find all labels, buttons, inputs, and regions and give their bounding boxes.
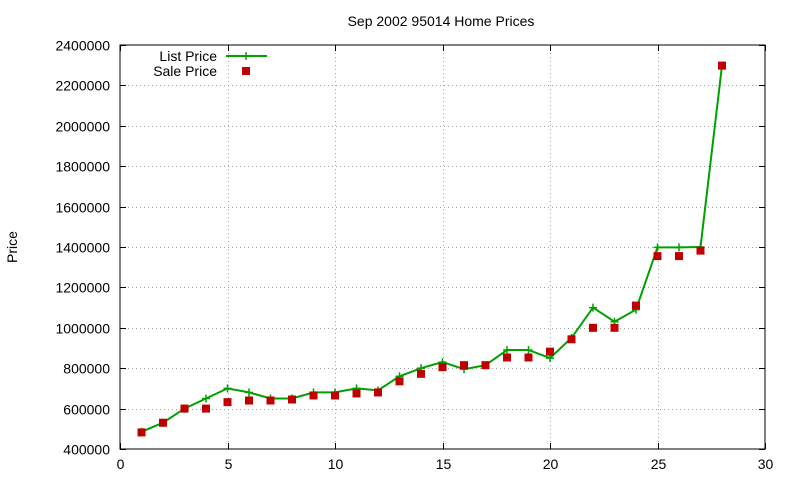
y-tick-label: 2400000 xyxy=(55,38,110,54)
sale-price-point xyxy=(653,252,662,261)
list-price-point xyxy=(223,384,232,393)
sale-price-point xyxy=(460,361,468,370)
sale-price-point xyxy=(352,389,361,398)
x-tick-label: 10 xyxy=(328,456,344,472)
x-tick-label: 15 xyxy=(436,456,452,472)
list-price-line xyxy=(141,65,723,433)
sale-price-point xyxy=(417,369,425,378)
sale-price-point xyxy=(288,395,296,404)
sale-price-point xyxy=(438,363,447,372)
sale-price-point xyxy=(589,323,597,332)
chart-title: Sep 2002 95014 Home Prices xyxy=(348,13,535,29)
sale-price-point xyxy=(610,323,619,332)
sale-price-point xyxy=(395,377,404,386)
y-tick-label: 1600000 xyxy=(55,200,110,216)
sale-price-point xyxy=(245,396,253,405)
y-tick-label: 600000 xyxy=(63,402,110,418)
list-price-point xyxy=(675,243,683,252)
y-tick-label: 400000 xyxy=(63,442,110,458)
sale-price-point xyxy=(266,396,275,405)
y-tick-label: 1400000 xyxy=(55,240,110,256)
list-price-point xyxy=(202,394,210,403)
series-layer xyxy=(137,61,726,437)
y-tick-label: 1200000 xyxy=(55,280,110,296)
legend-marker-list-price xyxy=(242,52,250,60)
y-tick-label: 1800000 xyxy=(55,159,110,175)
sale-price-point xyxy=(675,252,683,261)
sale-price-point xyxy=(546,347,554,356)
legend-swatch-sale-price xyxy=(242,67,250,75)
x-tick-label: 30 xyxy=(758,456,774,472)
list-price-point xyxy=(245,388,253,397)
list-price-point xyxy=(589,303,597,312)
sale-price-point xyxy=(718,61,726,70)
sale-price-point xyxy=(331,391,339,400)
y-tick-label: 2200000 xyxy=(55,78,110,94)
sale-price-point xyxy=(180,404,189,413)
y-axis-label: Price xyxy=(4,231,20,263)
x-tick-label: 5 xyxy=(225,456,233,472)
legend-label-list-price: List Price xyxy=(159,48,217,64)
x-tick-label: 0 xyxy=(117,456,125,472)
sale-price-point xyxy=(309,391,318,400)
x-tick-label: 20 xyxy=(543,456,559,472)
list-price-point xyxy=(503,346,511,355)
sale-price-point xyxy=(159,418,167,427)
grid-lines xyxy=(120,45,765,449)
y-tick-label: 800000 xyxy=(63,361,110,377)
sale-price-point xyxy=(202,404,210,413)
y-tick-label: 1000000 xyxy=(55,321,110,337)
sale-price-point xyxy=(632,301,640,310)
sale-price-point xyxy=(524,353,533,362)
sale-price-point xyxy=(137,428,146,437)
legend-label-sale-price: Sale Price xyxy=(153,63,217,79)
sale-price-point xyxy=(696,246,705,255)
list-price-point xyxy=(524,346,533,355)
axis-ticks: 400000 600000 800000 1000000 1200000 1400000 1… xyxy=(55,38,773,473)
x-tick-label: 25 xyxy=(651,456,667,472)
sale-price-point xyxy=(567,335,576,344)
sale-price-point xyxy=(374,388,382,397)
sale-price-point xyxy=(481,361,490,370)
y-tick-label: 2000000 xyxy=(55,119,110,135)
sale-price-point xyxy=(223,398,232,407)
sale-price-point xyxy=(503,353,511,362)
list-price-point xyxy=(653,243,662,252)
